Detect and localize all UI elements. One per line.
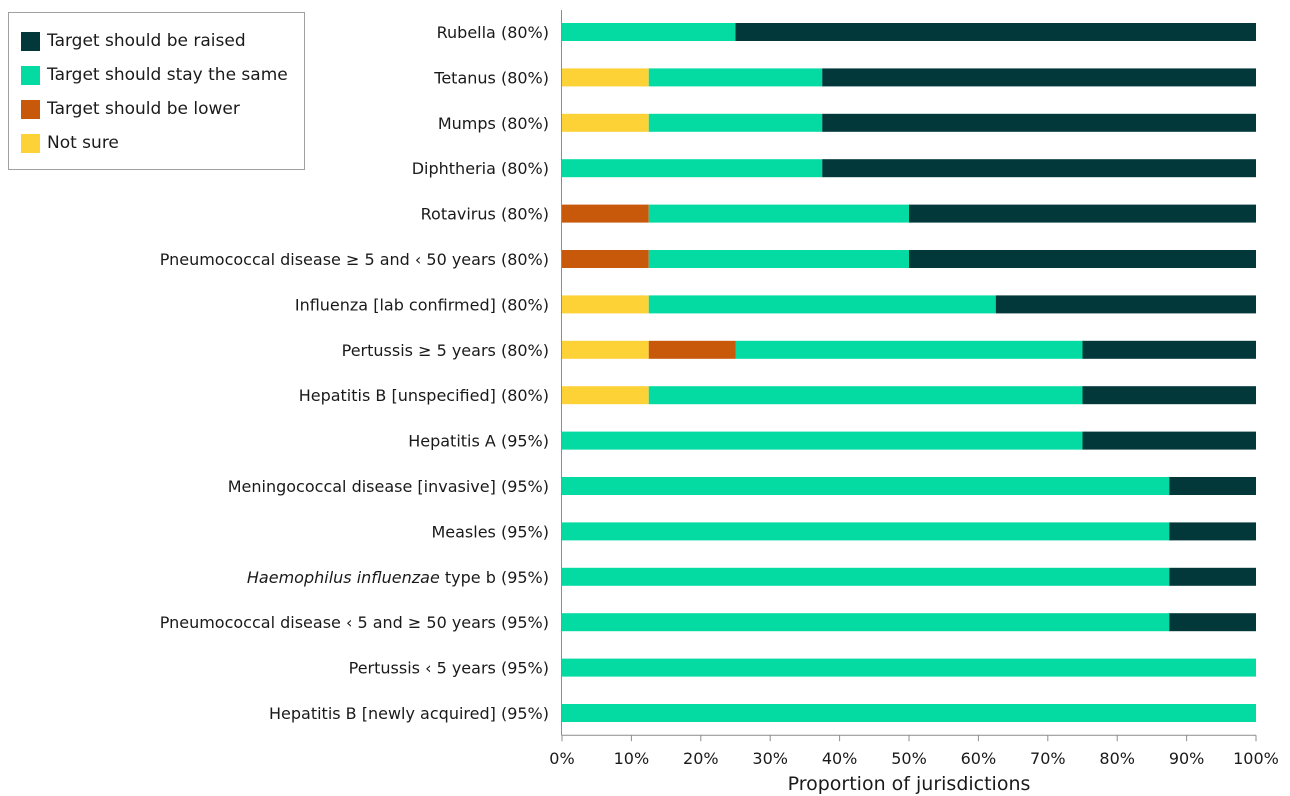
- x-axis-title: Proportion of jurisdictions: [788, 773, 1031, 795]
- x-tick-label: 60%: [961, 749, 997, 768]
- legend-swatch: [21, 65, 40, 85]
- category-label: Hepatitis B [newly acquired] (95%): [269, 704, 549, 723]
- category-label: Rubella (80%): [437, 23, 549, 42]
- legend-swatch: [21, 99, 40, 119]
- legend-swatch: [21, 31, 40, 51]
- bar-segment: [735, 23, 1256, 41]
- bar-segment: [562, 250, 649, 268]
- category-label: Tetanus (80%): [433, 68, 549, 87]
- bar-segment: [562, 522, 1170, 541]
- category-label-italic: Haemophilus influenzae: [247, 568, 440, 587]
- category-label: Influenza [lab confirmed] (80%): [295, 295, 549, 314]
- category-label: Pertussis ‹ 5 years (95%): [349, 659, 549, 678]
- category-label: Hepatitis A (95%): [408, 432, 549, 451]
- category-labels: Rubella (80%) Tetanus (80%) Mumps (80%) Dip…: [160, 23, 549, 723]
- bar-segment: [735, 340, 1083, 359]
- bar-segment: [648, 113, 823, 132]
- bar-segment: [1169, 567, 1256, 586]
- bar-segment: [562, 477, 1170, 495]
- bar-segment: [909, 250, 1256, 268]
- legend-label: Target should be lower: [47, 99, 240, 119]
- category-label: Pneumococcal disease ≥ 5 and ‹ 50 years …: [160, 250, 549, 269]
- bar-segment: [1169, 522, 1256, 541]
- bar-segment: [822, 113, 1256, 132]
- category-label: Pneumococcal disease ‹ 5 and ≥ 50 years …: [160, 613, 549, 632]
- x-tick-label: 10%: [614, 749, 650, 768]
- bar-segment: [648, 340, 736, 359]
- bar-segment: [648, 250, 909, 268]
- legend-item: Target should be lower: [21, 97, 240, 121]
- bar-segment: [562, 567, 1170, 586]
- x-tick-label: 30%: [752, 749, 788, 768]
- bar-segment: [822, 68, 1256, 87]
- bar-segment: [1082, 386, 1256, 405]
- bar-segment: [562, 159, 823, 178]
- bar-segment: [648, 386, 1083, 405]
- category-label-rest: type b (95%): [440, 568, 549, 587]
- bar-segment: [562, 431, 1083, 450]
- category-label: Haemophilus influenzae type b (95%): [247, 568, 549, 587]
- bar-segment: [995, 295, 1256, 314]
- x-tick-label: 0%: [549, 749, 574, 768]
- category-label: Meningococcal disease [invasive] (95%): [228, 477, 549, 496]
- category-label: Pertussis ≥ 5 years (80%): [342, 341, 549, 360]
- bar-segment: [1082, 431, 1256, 450]
- bar-segment: [562, 704, 1256, 722]
- bar-segment: [1169, 613, 1256, 632]
- x-axis: 0% 10% 20% 30% 40% 50% 60% 70% 80% 90% 100% Proport…: [549, 10, 1279, 795]
- x-tick-label: 20%: [683, 749, 719, 768]
- bar-segment: [562, 658, 1256, 677]
- bar-segment: [562, 295, 649, 314]
- bar-segment: [562, 68, 649, 87]
- x-tick-label: 80%: [1099, 749, 1135, 768]
- bar-segment: [1169, 477, 1256, 495]
- bar-segment: [562, 23, 736, 41]
- bar-segment: [562, 340, 649, 359]
- legend-item: Target should be raised: [21, 29, 246, 53]
- bar-segment: [648, 295, 996, 314]
- bar-segment: [562, 113, 649, 132]
- bar-segment: [562, 613, 1170, 632]
- legend-label: Not sure: [47, 133, 119, 153]
- legend-item: Target should stay the same: [21, 63, 288, 87]
- bar-segment: [909, 204, 1256, 223]
- bar-segment: [1082, 340, 1256, 359]
- bar-segment: [648, 68, 823, 87]
- bar-segment: [562, 386, 649, 405]
- x-tick-label: 70%: [1030, 749, 1066, 768]
- category-label: Hepatitis B [unspecified] (80%): [299, 386, 549, 405]
- category-label: Measles (95%): [431, 522, 549, 541]
- bar-segment: [822, 159, 1256, 178]
- category-label: Diphtheria (80%): [412, 159, 549, 178]
- bar-segment: [648, 204, 909, 223]
- x-tick-label: 50%: [891, 749, 927, 768]
- legend-label: Target should be raised: [47, 31, 246, 51]
- x-tick-label: 90%: [1169, 749, 1205, 768]
- legend-label: Target should stay the same: [47, 65, 288, 85]
- bars-layer: [562, 23, 1256, 722]
- category-label: Mumps (80%): [438, 114, 549, 133]
- legend: Target should be raised Target should sta…: [8, 12, 305, 170]
- legend-swatch: [21, 133, 40, 153]
- x-tick-label: 100%: [1233, 749, 1279, 768]
- legend-item: Not sure: [21, 131, 119, 155]
- category-label: Rotavirus (80%): [421, 205, 549, 224]
- bar-segment: [562, 204, 649, 223]
- x-tick-label: 40%: [822, 749, 858, 768]
